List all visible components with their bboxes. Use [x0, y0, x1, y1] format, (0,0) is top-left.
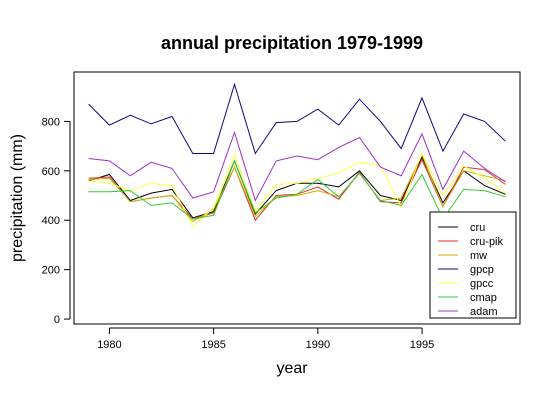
legend-label-cru: cru [470, 222, 485, 234]
series-line-mw [88, 153, 506, 223]
legend-label-mw: mw [470, 250, 487, 262]
series-line-cmap [88, 159, 506, 220]
y-tick-label: 800 [42, 116, 60, 128]
legend-label-gpcp: gpcp [470, 264, 494, 276]
y-tick-label: 400 [42, 215, 60, 227]
x-tick-label: 1990 [306, 339, 330, 351]
y-tick-label: 200 [42, 265, 60, 277]
y-axis-label: precipitation (mm) [9, 134, 26, 262]
x-axis: 1980 1985 1990 1995 [97, 327, 434, 351]
x-axis-label: year [276, 360, 308, 377]
plot-frame [73, 71, 521, 325]
y-tick-label: 600 [42, 166, 60, 178]
legend-label-cru-pik: cru-pik [470, 236, 504, 248]
legend-box [429, 211, 517, 319]
series-line-cru [88, 156, 506, 219]
legend-label-gpcc: gpcc [470, 278, 494, 290]
chart-title: annual precipitation 1979-1999 [161, 33, 423, 53]
legend-label-adam: adam [470, 306, 498, 318]
y-axis: 0 200 400 600 800 [42, 116, 71, 326]
y-tick-label: 0 [54, 314, 60, 326]
series-line-gpcc [88, 152, 506, 228]
series-line-adam [88, 130, 506, 202]
series-line-gpcp [88, 82, 506, 155]
x-tick-label: 1980 [97, 339, 121, 351]
x-tick-label: 1985 [201, 339, 225, 351]
legend-label-cmap: cmap [470, 292, 497, 304]
legend: cru cru-pik mw gpcp gpcc cmap adam [429, 211, 517, 319]
series-layer [88, 82, 506, 228]
x-tick-label: 1995 [410, 339, 434, 351]
